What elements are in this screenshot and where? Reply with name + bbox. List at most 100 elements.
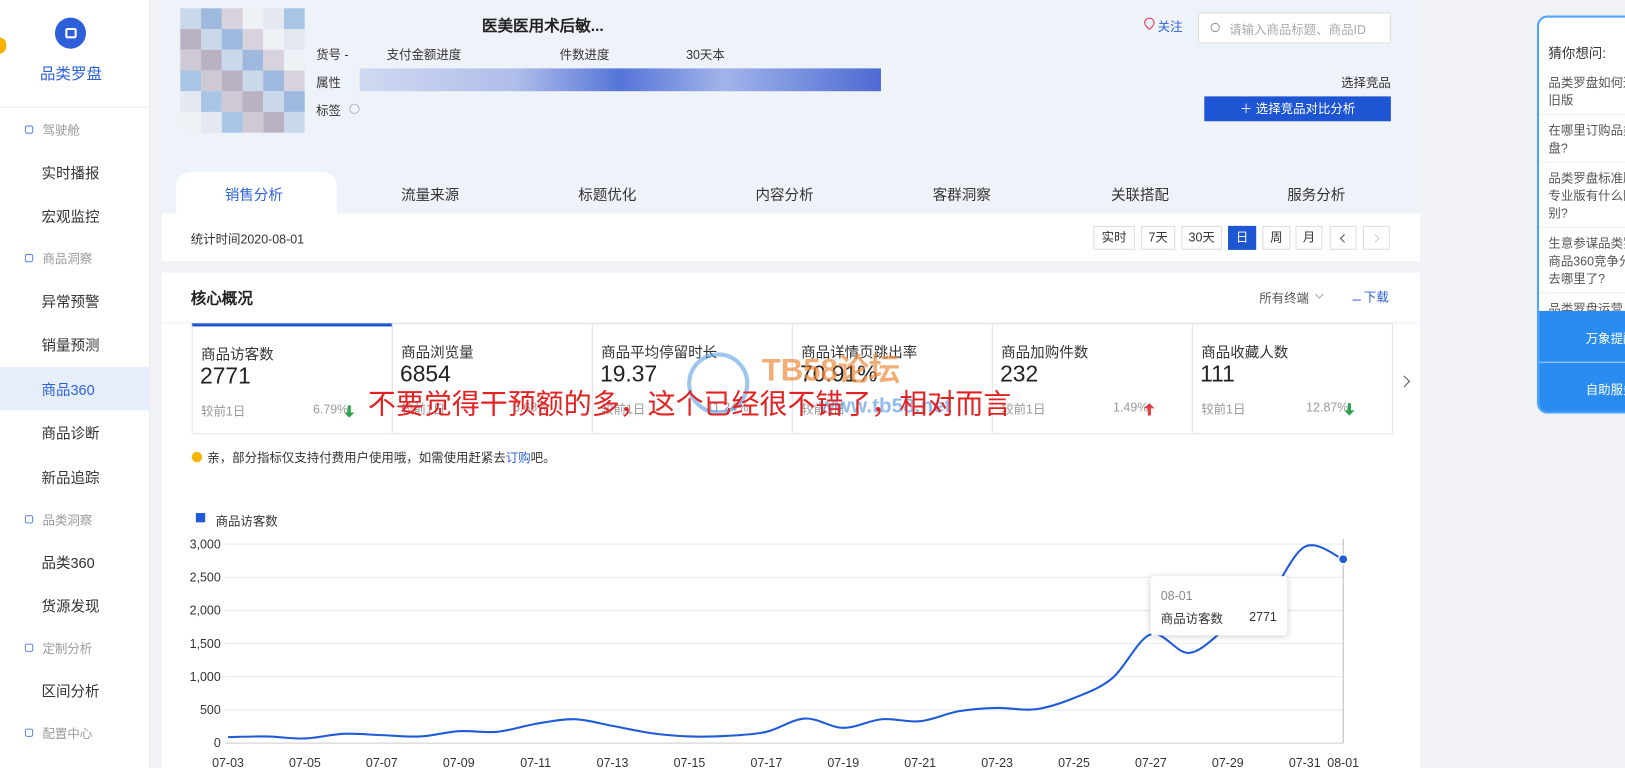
overview-divider bbox=[161, 322, 1420, 324]
metric-change: 1.49% bbox=[1113, 400, 1149, 415]
metric-value: 2771 bbox=[200, 362, 251, 389]
search-box[interactable]: 请输入商品标题、商品ID bbox=[1198, 12, 1391, 44]
metric-change: 12.87% bbox=[1306, 400, 1349, 415]
metric-value: 19.37 bbox=[600, 360, 658, 387]
notice-link[interactable]: 订购 bbox=[505, 450, 531, 466]
menu-item[interactable]: 区间分析 bbox=[41, 682, 100, 700]
sidebar: 品类罗盘 驾驶舱 实时播报 宏观监控 商品洞察 异常预警 销量预测 商品360 商品诊断 新品追… bbox=[0, 0, 151, 768]
tab[interactable]: 关联搭配 bbox=[1111, 186, 1170, 204]
metric-name: 商品浏览量 bbox=[401, 344, 474, 361]
metric-name: 商品访客数 bbox=[201, 346, 274, 363]
help-question[interactable]: 品类罗盘如何返 bbox=[1548, 75, 1625, 91]
help-question[interactable]: 去哪里了? bbox=[1548, 271, 1606, 287]
menu-section-icon bbox=[24, 515, 34, 524]
metric-compare: 较前1日 bbox=[201, 404, 246, 419]
help-buttons: 万象提醒自助服务 bbox=[1539, 310, 1625, 412]
metric-compare: 较前1日 bbox=[1201, 402, 1246, 417]
pixel bbox=[201, 111, 222, 133]
pixel bbox=[180, 70, 202, 92]
metrics-next[interactable] bbox=[1398, 375, 1411, 388]
metric-change: 11.24% bbox=[707, 400, 749, 415]
logo-bag bbox=[65, 27, 77, 39]
tooltip: 08-01 商品访客数 2771 bbox=[1150, 576, 1288, 636]
period-button[interactable]: 实时 bbox=[1093, 225, 1135, 250]
compare-button-text: ＋ 选择竞品对比分析 bbox=[1239, 101, 1356, 117]
period-button[interactable]: 月 bbox=[1295, 225, 1323, 250]
pixel bbox=[201, 29, 222, 50]
pixel bbox=[221, 8, 243, 30]
pixel bbox=[263, 8, 284, 30]
menu-item[interactable]: 销量预测 bbox=[41, 336, 100, 354]
edge-badge bbox=[0, 37, 7, 54]
menu-item[interactable]: 商品360 bbox=[41, 381, 95, 398]
tab[interactable]: 服务分析 bbox=[1287, 186, 1346, 204]
tab[interactable]: 客群洞察 bbox=[932, 186, 991, 204]
metric-value: 70.91% bbox=[800, 360, 878, 387]
help-title: 猜你想问: bbox=[1548, 45, 1607, 62]
tooltip-value: 2771 bbox=[1249, 609, 1277, 624]
attr-label: 属性 bbox=[316, 75, 341, 91]
help-question[interactable]: 旧版 bbox=[1548, 93, 1574, 108]
download[interactable]: 下载 bbox=[1363, 290, 1389, 305]
pixel bbox=[180, 91, 202, 112]
tab[interactable]: 流量来源 bbox=[401, 186, 460, 204]
help-question[interactable]: 别? bbox=[1548, 206, 1568, 221]
pixel bbox=[283, 29, 305, 50]
metric-value: 6854 bbox=[400, 360, 451, 387]
menu-item[interactable]: 异常预警 bbox=[41, 293, 100, 310]
tab[interactable]: 标题优化 bbox=[578, 186, 637, 204]
menu-item[interactable]: 品类360 bbox=[41, 554, 95, 572]
pixel bbox=[242, 111, 264, 133]
pixel bbox=[283, 49, 305, 71]
help-question[interactable]: 盘? bbox=[1548, 140, 1568, 156]
menu-section: 定制分析 bbox=[42, 641, 93, 657]
pixel bbox=[201, 91, 222, 112]
menu-item[interactable]: 实时播报 bbox=[41, 164, 100, 182]
menu-item[interactable]: 商品诊断 bbox=[41, 424, 100, 442]
follow[interactable]: 关注 bbox=[1157, 19, 1183, 35]
next-button[interactable] bbox=[1362, 225, 1390, 250]
period-button[interactable]: 日 bbox=[1228, 225, 1257, 250]
period-button[interactable]: 周 bbox=[1262, 225, 1291, 250]
metric-compare: 较前1日 bbox=[801, 402, 846, 417]
tab[interactable]: 内容分析 bbox=[755, 186, 814, 204]
help-question[interactable]: 品类罗盘标准版 bbox=[1548, 171, 1625, 186]
metric-value: 232 bbox=[1000, 360, 1039, 387]
menu-item[interactable]: 宏观监控 bbox=[41, 208, 100, 225]
pixel bbox=[242, 49, 264, 71]
help-question[interactable]: 在哪里订购品类 bbox=[1548, 123, 1625, 138]
period-button[interactable]: 7天 bbox=[1141, 225, 1176, 250]
menu-item[interactable]: 货源发现 bbox=[41, 598, 100, 615]
pixel bbox=[263, 70, 284, 92]
menu-section: 商品洞察 bbox=[42, 251, 93, 267]
pixel bbox=[283, 91, 305, 112]
help-question[interactable]: 商品360竞争分 bbox=[1548, 253, 1625, 269]
menu-active-bg bbox=[0, 366, 151, 411]
metric-name: 商品平均停留时长 bbox=[601, 344, 718, 361]
pixel bbox=[221, 111, 243, 133]
pixel bbox=[263, 91, 284, 112]
prev-button[interactable] bbox=[1329, 225, 1357, 250]
chevron bbox=[1339, 233, 1349, 243]
help-question[interactable]: 生意参谋品类罗 bbox=[1548, 236, 1625, 251]
help-button[interactable]: 万象提醒 bbox=[1585, 331, 1625, 347]
pixel bbox=[201, 49, 222, 71]
tab[interactable]: 销售分析 bbox=[224, 186, 283, 204]
menu-item[interactable]: 新品追踪 bbox=[41, 469, 100, 487]
metric-compare: 较前1日 bbox=[601, 402, 646, 417]
period-button[interactable]: 30天 bbox=[1181, 225, 1222, 250]
compare-label: 选择竞品 bbox=[1341, 75, 1391, 91]
menu-section-icon bbox=[24, 728, 34, 737]
metric-compare: 较前1日 bbox=[1001, 402, 1046, 417]
compare-button[interactable]: ＋ 选择竞品对比分析 bbox=[1204, 96, 1391, 122]
product-title: 医美医用术后敏... bbox=[481, 17, 604, 36]
metric-card: 商品浏览量 6854 较前1日 5.68% bbox=[391, 323, 593, 435]
pixel bbox=[180, 111, 202, 133]
menu-section-icon bbox=[24, 643, 34, 652]
help-question[interactable]: 专业版有什么区 bbox=[1548, 188, 1625, 204]
pixel bbox=[263, 49, 284, 71]
terminal-select[interactable]: 所有终端 bbox=[1259, 291, 1309, 306]
help-button[interactable]: 自助服务 bbox=[1585, 382, 1625, 397]
help-divider bbox=[1539, 161, 1625, 163]
